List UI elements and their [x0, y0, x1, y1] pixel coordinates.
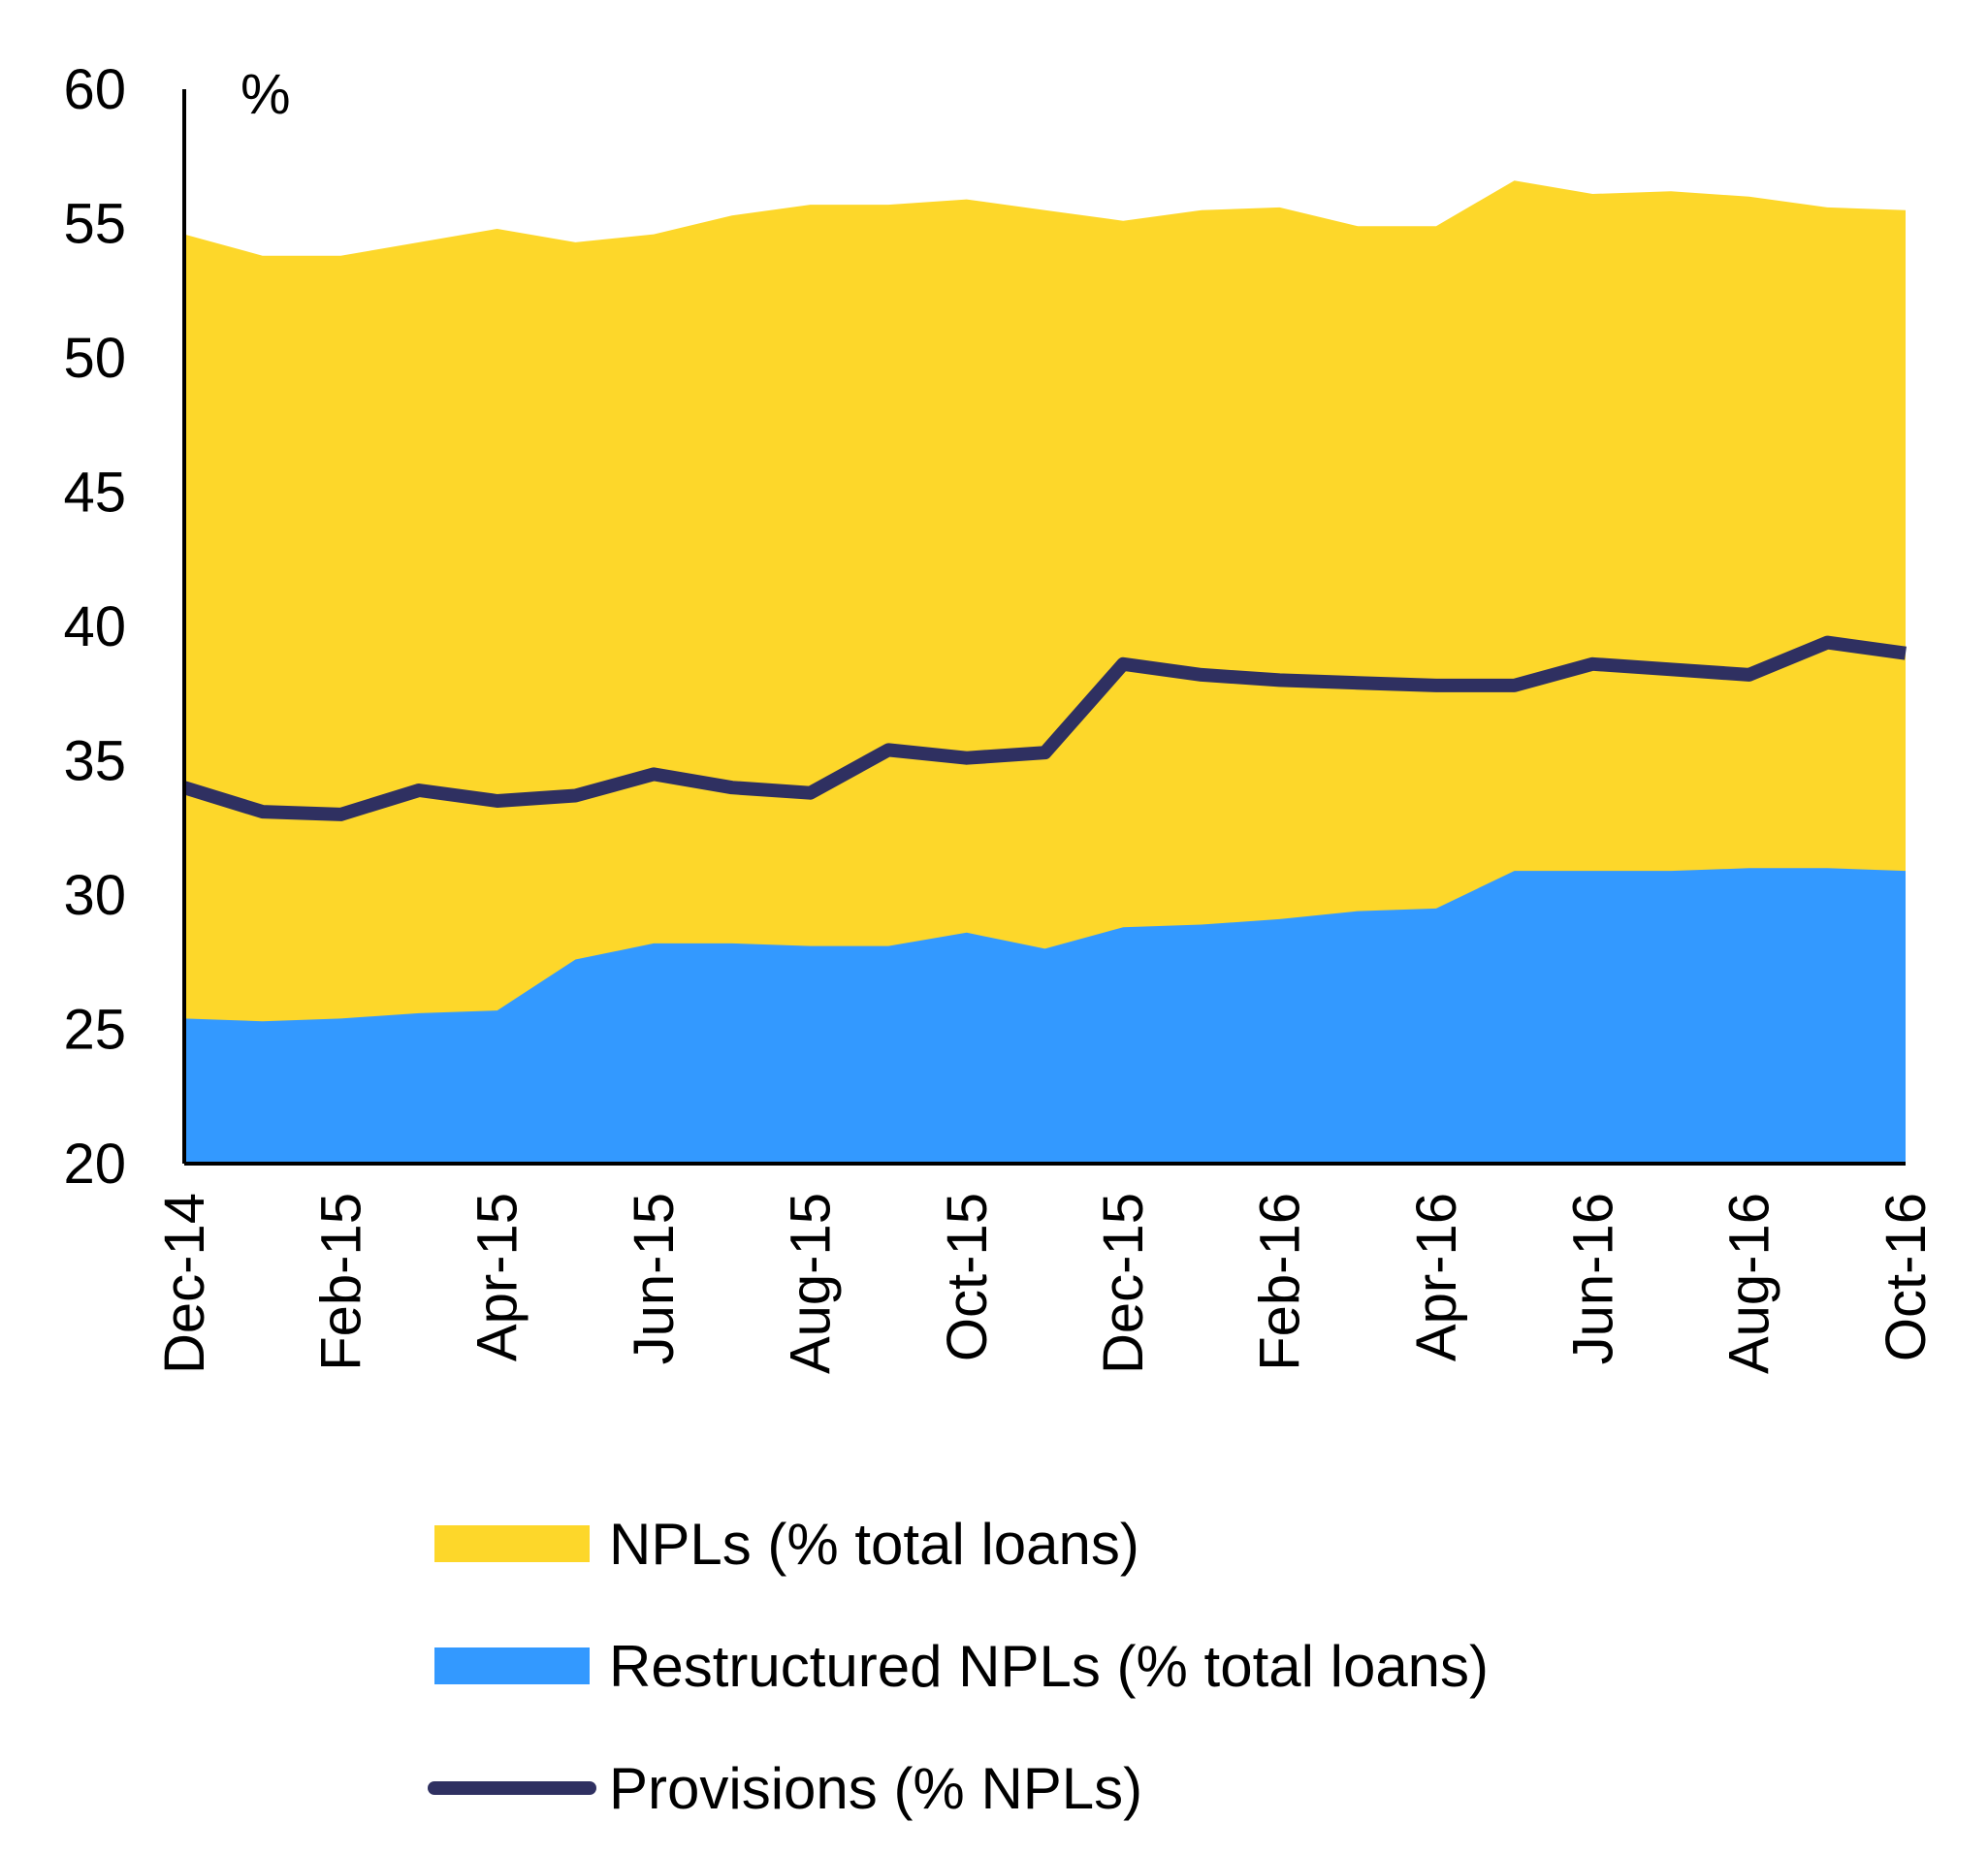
legend: NPLs (% total loans) Restructured NPLs (%…: [428, 1512, 1489, 1821]
y-tick-label: 60: [63, 58, 126, 121]
x-tick-label: Dec-15: [1092, 1193, 1155, 1374]
x-tick-label: Oct-15: [936, 1193, 999, 1361]
x-tick-labels: Dec-14 Feb-15 Apr-15 Jun-15 Aug-15 Oct-15 Dec-…: [153, 1193, 1938, 1374]
y-tick-label: 40: [63, 595, 126, 658]
area-series-1: [184, 868, 1906, 1164]
legend-label-0: NPLs (% total loans): [609, 1512, 1139, 1577]
line-series-2: [181, 635, 1907, 821]
legend-label-1: Restructured NPLs (% total loans): [609, 1634, 1489, 1699]
y-tick-label: 50: [63, 327, 126, 390]
y-unit-label: %: [240, 63, 291, 126]
y-tick-label: 35: [63, 730, 126, 793]
legend-swatch-0: [434, 1525, 590, 1562]
x-tick-label: Aug-15: [779, 1193, 842, 1374]
x-tick-label: Oct-16: [1875, 1193, 1938, 1361]
y-tick-labels: 20 25 30 35 40 45 50 55 60: [63, 58, 126, 1196]
x-tick-label: Apr-16: [1405, 1193, 1468, 1361]
x-tick-label: Dec-14: [153, 1193, 216, 1374]
x-tick-label: Jun-16: [1561, 1193, 1624, 1364]
y-tick-label: 55: [63, 193, 126, 256]
y-tick-label: 20: [63, 1133, 126, 1196]
x-tick-label: Feb-15: [309, 1193, 372, 1371]
y-tick-label: 45: [63, 462, 126, 525]
x-tick-label: Apr-15: [466, 1193, 529, 1361]
x-tick-label: Aug-16: [1718, 1193, 1781, 1374]
x-tick-label: Feb-16: [1249, 1193, 1312, 1371]
legend-label-2: Provisions (% NPLs): [609, 1756, 1142, 1821]
legend-swatch-1: [434, 1647, 590, 1684]
y-tick-label: 25: [63, 999, 126, 1062]
y-tick-label: 30: [63, 864, 126, 927]
plot-lines: [181, 635, 1907, 821]
x-tick-label: Jun-15: [623, 1193, 686, 1364]
plot-areas: [184, 180, 1906, 1164]
